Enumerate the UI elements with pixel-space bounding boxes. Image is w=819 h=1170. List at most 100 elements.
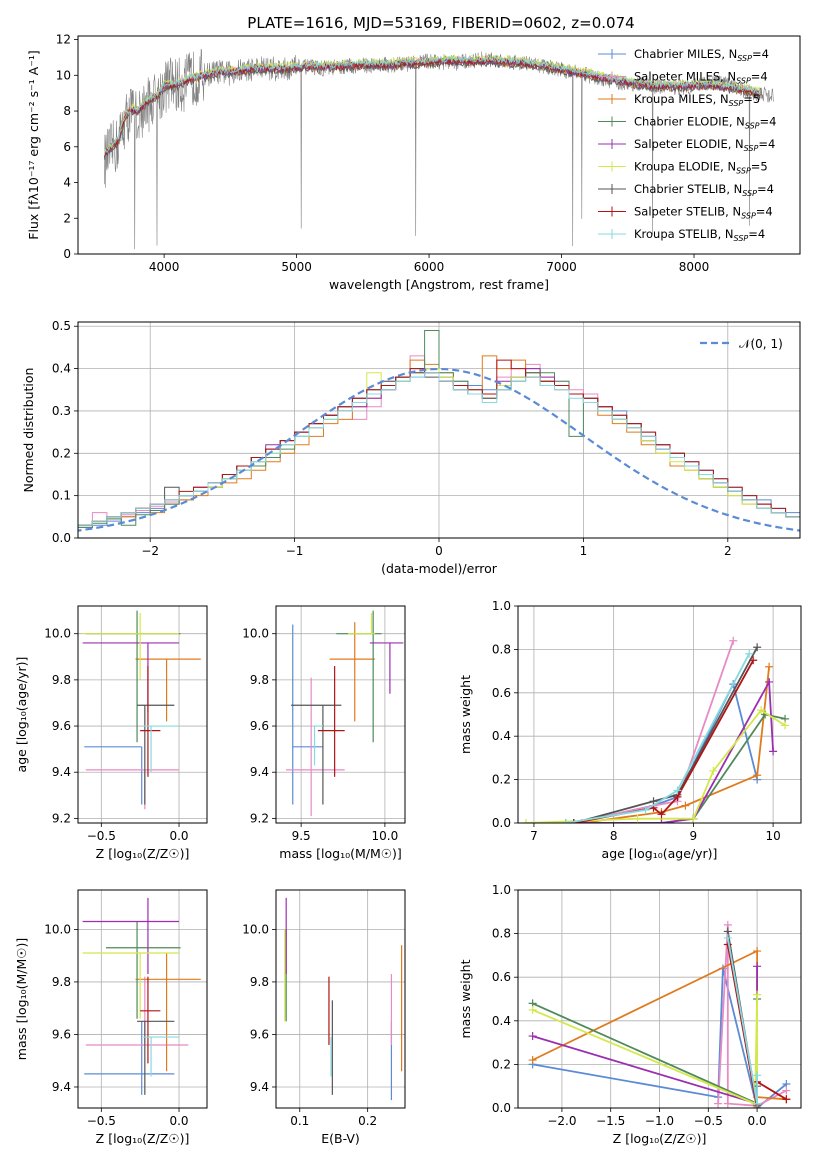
axes-frame <box>77 605 208 824</box>
errorbar-point <box>317 666 345 777</box>
y-axis-label: age [log₁₀(age/yr)] <box>14 657 29 773</box>
weight-marker <box>765 662 774 671</box>
histogram-legend: 𝒩(0, 1) <box>700 337 783 351</box>
y-tick-label: 1.0 <box>492 599 511 613</box>
errorbar-point <box>135 658 201 722</box>
errorbar-point <box>105 921 181 1019</box>
figure-title: PLATE=1616, MJD=53169, FIBERID=0602, z=0… <box>247 14 634 32</box>
errorbar-point <box>85 769 180 810</box>
weight-marker <box>673 786 682 795</box>
weight-marker <box>753 643 762 652</box>
weight-marker <box>753 1099 762 1108</box>
plot-area <box>104 48 774 250</box>
y-tick-label: 9.6 <box>52 719 71 733</box>
legend-label: Kroupa STELIB, NSSP=4 <box>634 227 765 243</box>
weight-marker <box>769 747 778 756</box>
histogram <box>78 359 800 528</box>
chart-age_vs_mass: 9.5 10.0 9.2 9.4 9.6 9.8 10.0 mass [log₁₀(M/M☉)… <box>242 605 406 861</box>
y-tick-label: 4 <box>63 176 71 190</box>
y-tick-label: 9.2 <box>250 811 269 825</box>
legend-label: 𝒩(0, 1) <box>739 337 783 351</box>
chart-age_vs_Z: −0.5 0.0 9.2 9.4 9.6 9.8 10.0 Z [log₁₀(Z/Z☉)] ag… <box>14 605 208 861</box>
x-tick-label: 5000 <box>281 260 312 274</box>
axes-frame <box>275 889 406 1109</box>
weight-marker <box>749 656 758 665</box>
axes-frame <box>517 605 802 824</box>
y-tick-label: 9.4 <box>52 1080 71 1094</box>
y-tick-label: 0.5 <box>52 319 71 333</box>
errorbar-point <box>292 624 323 805</box>
errorbar-point <box>84 1021 175 1095</box>
y-axis-label: mass [log₁₀(M/M☉)] <box>14 938 29 1060</box>
y-tick-label: 9.2 <box>52 811 71 825</box>
plot-area <box>78 330 800 532</box>
y-tick-label: 9.8 <box>52 673 71 687</box>
y-tick-label: 0.0 <box>52 531 71 545</box>
weight-marker <box>753 947 762 956</box>
weight-marker <box>709 766 718 775</box>
x-axis-label: (data-model)/error <box>381 561 498 576</box>
x-tick-label: 1 <box>580 544 588 558</box>
legend-label: Kroupa ELODIE, NSSP=5 <box>634 160 768 176</box>
model-line <box>104 55 761 156</box>
weight-marker <box>714 1099 723 1108</box>
weight-marker <box>657 810 666 819</box>
y-tick-label: 1.0 <box>492 883 511 897</box>
x-tick-label: 2 <box>724 544 732 558</box>
histogram <box>78 355 800 530</box>
x-axis-label: E(B-V) <box>321 1131 360 1146</box>
y-axis-label: Flux [fλ10⁻¹⁷ erg cm⁻² s⁻¹ A⁻¹] <box>26 50 41 239</box>
y-tick-label: 0.4 <box>492 729 511 743</box>
errorbar-point <box>135 953 201 1072</box>
y-tick-label: 9.6 <box>52 1027 71 1041</box>
y-tick-label: 0 <box>63 247 71 261</box>
axes-frame <box>77 35 801 255</box>
chart-mass_vs_Z: −0.5 0.0 9.4 9.6 9.8 10.0 Z [log₁₀(Z/Z☉)] mass … <box>14 889 208 1146</box>
legend-label: Salpeter STELIB, NSSP=4 <box>634 205 773 221</box>
weight-marker <box>723 933 732 942</box>
weight-marker <box>745 649 754 658</box>
y-tick-label: 12 <box>56 33 71 47</box>
errorbar-point <box>143 1036 180 1077</box>
x-tick-label: 10.0 <box>372 829 399 843</box>
x-axis-label: age [log₁₀(age/yr)] <box>602 846 718 861</box>
x-tick-label: −0.5 <box>87 1114 116 1128</box>
x-tick-label: 8 <box>610 829 618 843</box>
errorbar-point <box>137 1020 175 1095</box>
legend-label: Salpeter MILES, NSSP=4 <box>634 70 768 86</box>
x-tick-label: 10 <box>765 829 780 843</box>
x-axis-label: Z [log₁₀(Z/Z☉)] <box>96 1131 190 1146</box>
y-tick-label: 9.4 <box>250 1080 269 1094</box>
plot-area <box>82 610 201 810</box>
y-tick-label: 10 <box>56 68 71 82</box>
y-tick-label: 0.4 <box>492 1014 511 1028</box>
y-tick-label: 6 <box>63 140 71 154</box>
y-tick-label: 9.4 <box>250 765 269 779</box>
legend-label: Kroupa MILES, NSSP=5 <box>634 92 760 108</box>
errorbar-point <box>291 704 342 805</box>
x-axis-label: wavelength [Angstrom, rest frame] <box>329 277 549 292</box>
x-tick-label: 0.2 <box>358 1114 377 1128</box>
chart-spectrum: 4000 5000 6000 7000 8000 0 2 4 6 8 10 12 wavelength … <box>26 33 801 292</box>
x-tick-label: −1.0 <box>645 1114 674 1128</box>
plot-area <box>521 636 790 823</box>
weight-marker <box>753 1071 762 1080</box>
weight-marker <box>782 1095 791 1104</box>
chart-weight_vs_age: 7 8 9 10 0.0 0.2 0.4 0.6 0.8 1.0 age [log₁₀(age/yr… <box>458 599 802 861</box>
errorbar-point <box>82 952 180 1019</box>
model-line <box>104 59 761 160</box>
y-tick-label: 9.6 <box>250 1027 269 1041</box>
x-axis-label: Z [log₁₀(Z/Z☉)] <box>613 1131 707 1146</box>
weight-marker <box>781 721 790 730</box>
x-tick-label: 7000 <box>546 260 577 274</box>
y-tick-label: 9.6 <box>250 719 269 733</box>
y-tick-label: 0.8 <box>492 642 511 656</box>
y-tick-label: 10.0 <box>242 922 269 936</box>
legend-label: Salpeter ELODIE, NSSP=4 <box>634 137 775 153</box>
errorbar-point <box>348 612 375 635</box>
weight-marker <box>521 819 530 823</box>
weight-line <box>532 994 758 1106</box>
x-tick-label: 0 <box>435 544 443 558</box>
y-axis-label: Normed distribution <box>21 368 36 493</box>
weight-line <box>565 713 786 823</box>
